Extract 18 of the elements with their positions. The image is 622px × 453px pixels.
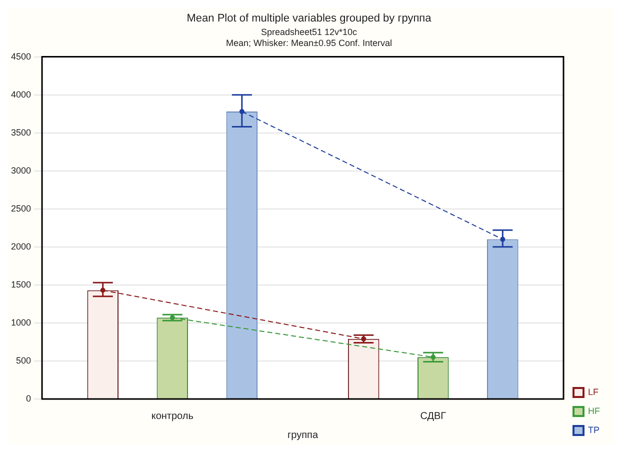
chart-title: Mean Plot of multiple variables grouped by группа (186, 12, 432, 25)
x-axis-title: группа (288, 430, 318, 441)
legend-label: LF (588, 386, 600, 397)
y-tick-label: 1500 (10, 279, 32, 290)
x-tick-label: СДВГ (420, 410, 447, 422)
legend-label: TP (588, 424, 600, 435)
legend-label: HF (588, 406, 600, 416)
y-tick-label: 1000 (10, 317, 32, 328)
y-tick-label: 4500 (10, 51, 32, 62)
x-tick-label: контроль (151, 410, 194, 422)
chart-subtitle: Spreadsheet51 12v*10c Mean; Whisker: Mean±0.95 Conf. Interval (226, 27, 392, 48)
y-tick-label: 3000 (10, 165, 32, 176)
y-tick-label: 500 (16, 355, 32, 366)
y-tick-label: 0 (26, 393, 32, 404)
y-tick-label: 2500 (10, 203, 32, 214)
y-tick-label: 3500 (10, 127, 32, 138)
y-tick-label: 2000 (10, 241, 32, 252)
y-tick-label: 4000 (10, 89, 32, 100)
